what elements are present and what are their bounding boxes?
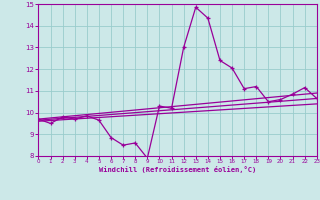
X-axis label: Windchill (Refroidissement éolien,°C): Windchill (Refroidissement éolien,°C) — [99, 166, 256, 173]
